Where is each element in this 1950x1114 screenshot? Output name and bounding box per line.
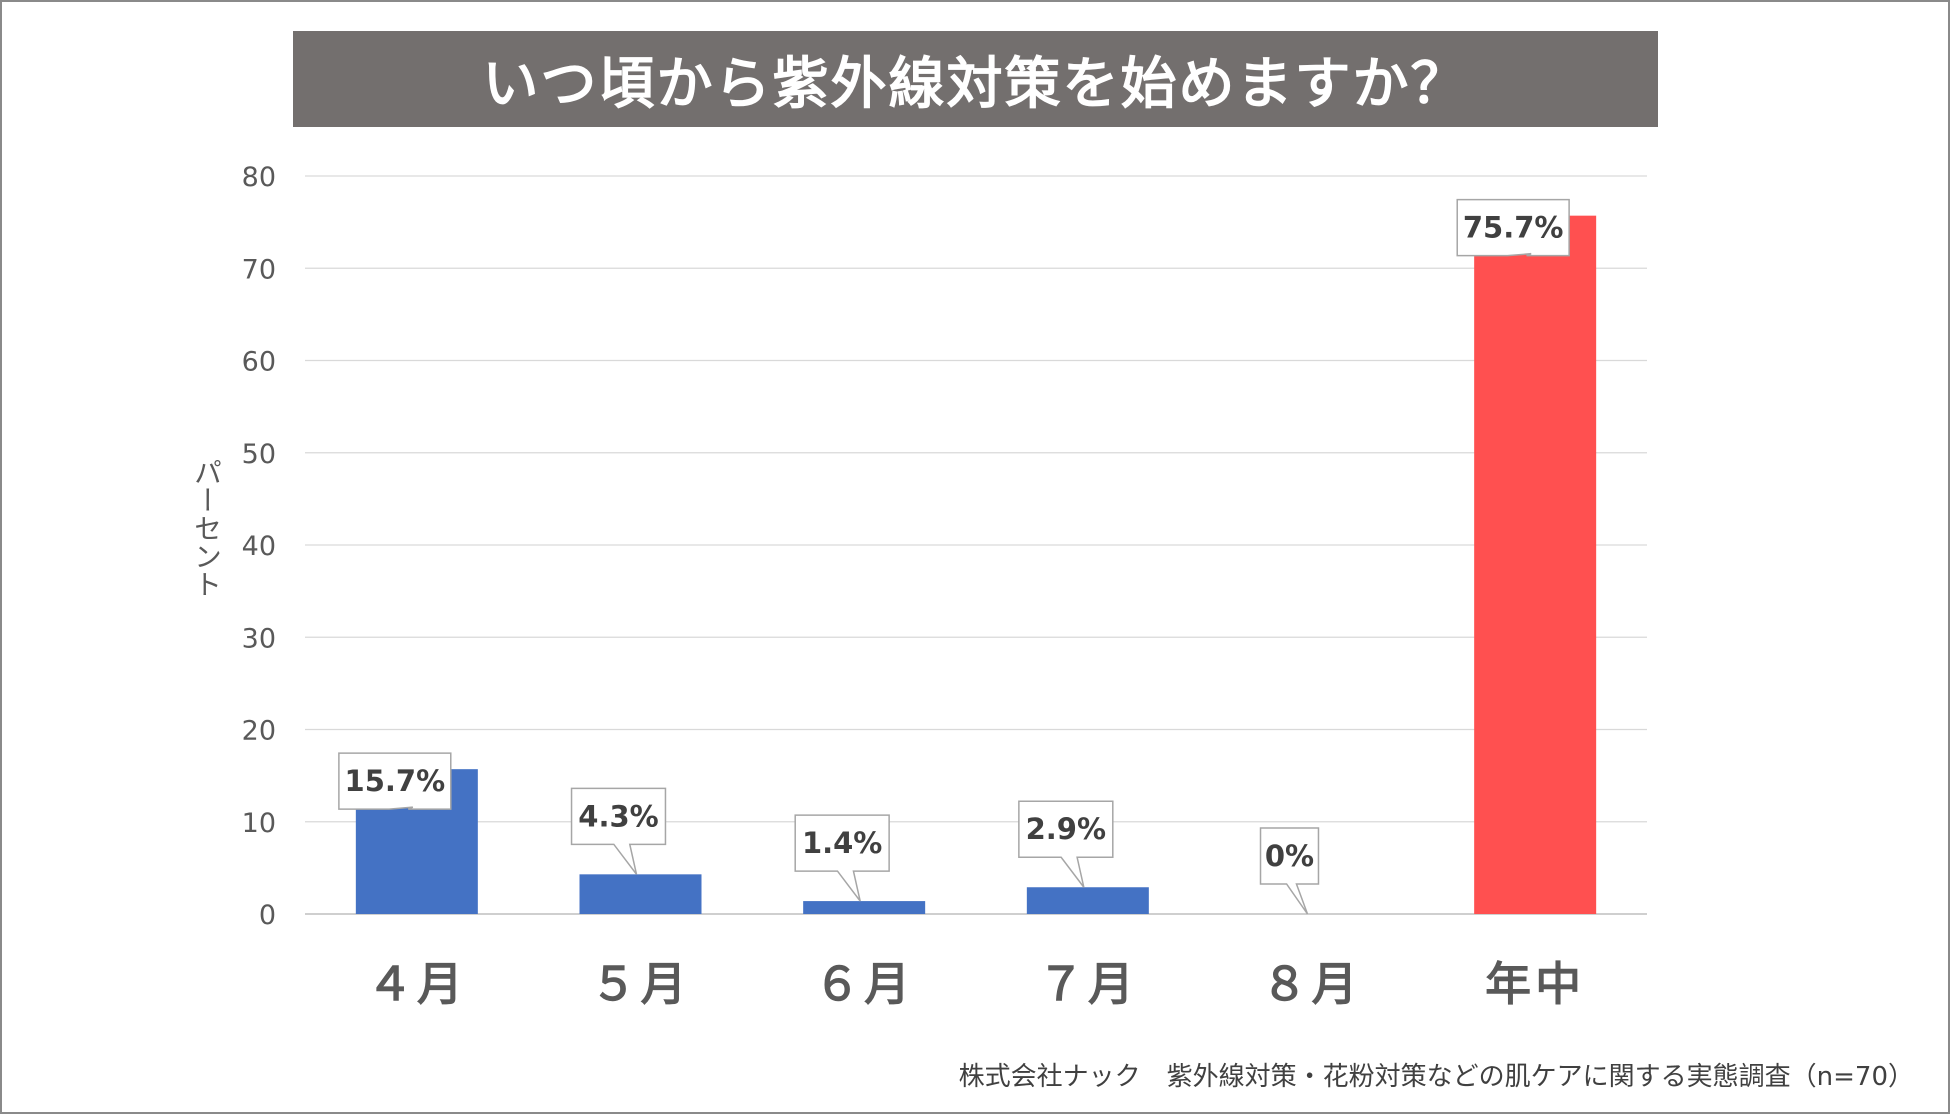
y-tick-label: 70 [242,254,276,285]
x-tick-label: ６月 [814,957,914,1011]
data-label: 4.3% [578,799,658,833]
data-label: 1.4% [802,826,882,860]
source-note: 株式会社ナック 紫外線対策・花粉対策などの肌ケアに関する実態調査（n=70） [958,1062,1914,1092]
data-label: 2.9% [1026,812,1106,846]
data-label-callout [794,814,890,902]
x-tick-label: ４月 [367,957,467,1011]
x-tick-label: ７月 [1038,957,1138,1011]
bar [1474,215,1597,915]
data-label: 75.7% [1463,211,1564,245]
bar [1026,887,1149,914]
data-label-callout [570,787,667,875]
y-tick-label: 20 [242,716,276,747]
data-label-callout [338,752,452,810]
title-banner: いつ頃から紫外線対策を始めますか？ [293,31,1658,127]
bar [803,901,926,914]
y-tick-label: 80 [242,162,276,193]
data-label-callout [1259,827,1320,915]
y-tick-label: 30 [242,623,276,654]
x-tick-label: ５月 [591,957,691,1011]
bar [579,874,702,914]
y-tick-label: 50 [242,439,276,470]
data-label: 15.7% [345,764,446,798]
chart-title: いつ頃から紫外線対策を始めますか？ [482,51,1469,117]
y-tick-label: 60 [242,347,276,378]
x-tick-label: 年中 [1485,957,1585,1011]
y-tick-label: 40 [242,531,276,562]
data-label-callout [1456,198,1570,257]
y-tick-label: 10 [242,808,276,839]
data-label: 0% [1265,839,1314,873]
y-axis-label: パーセント [190,458,223,598]
data-label-callout [1018,800,1114,888]
y-tick-label: 0 [259,900,276,931]
x-tick-label: ８月 [1262,957,1362,1011]
